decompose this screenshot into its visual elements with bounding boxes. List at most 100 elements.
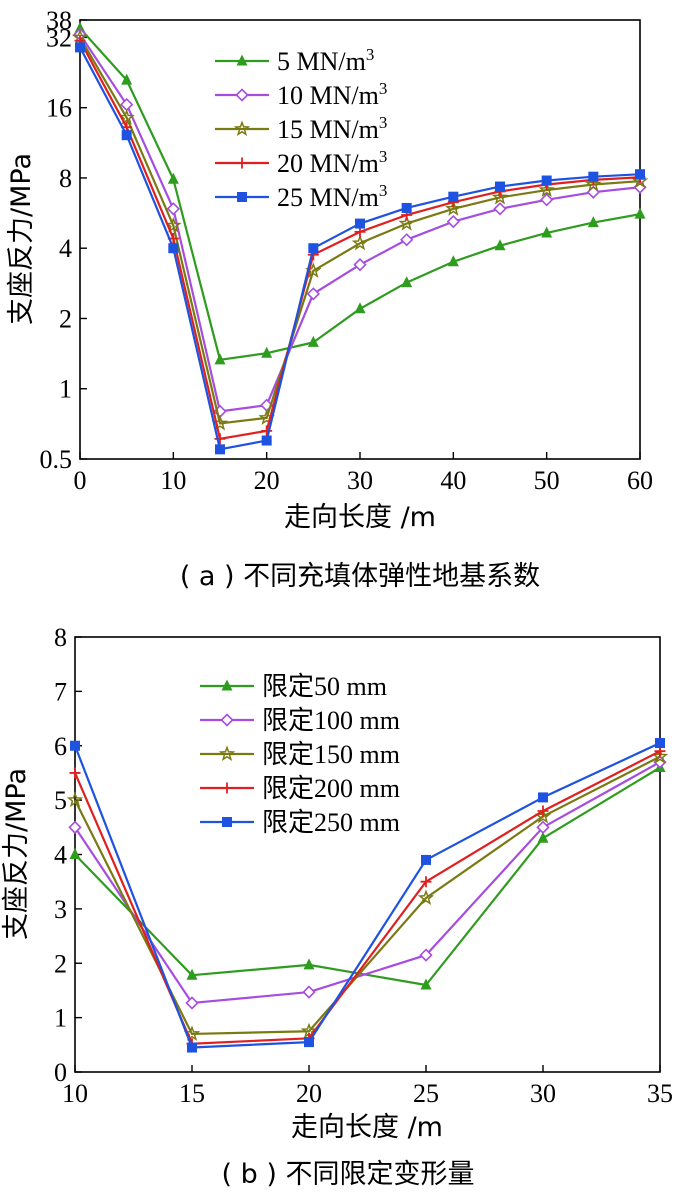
data-point xyxy=(538,181,555,198)
legend-label: 限定150 mm xyxy=(262,740,400,769)
y-tick-label: 1 xyxy=(59,375,72,404)
data-point xyxy=(306,287,320,301)
x-tick-label: 60 xyxy=(627,466,653,495)
data-point xyxy=(165,216,182,233)
x-axis-title-a: 走向长度 /m xyxy=(284,502,436,533)
x-tick-label: 35 xyxy=(647,1079,673,1108)
data-point xyxy=(585,175,602,192)
data-point xyxy=(635,169,645,180)
data-point xyxy=(537,831,549,843)
plot-frame-b xyxy=(74,636,661,1073)
y-tick-label: 4 xyxy=(59,234,72,263)
legend-label: 5 MN/m3 xyxy=(277,45,374,76)
data-point xyxy=(401,202,412,213)
data-point xyxy=(353,258,367,272)
data-point xyxy=(494,239,506,251)
data-point xyxy=(187,1042,197,1053)
legend-marker xyxy=(236,157,248,169)
data-point xyxy=(400,233,414,247)
y-tick-label: 3 xyxy=(54,895,67,924)
legend-marker xyxy=(221,782,233,794)
data-point xyxy=(420,978,432,990)
series-line xyxy=(74,761,661,1005)
data-point xyxy=(587,216,599,228)
y-tick-label: 8 xyxy=(59,164,72,193)
y-tick-label: 0 xyxy=(54,1058,67,1087)
data-point xyxy=(536,820,550,834)
data-point xyxy=(421,854,431,865)
data-point xyxy=(446,214,460,229)
data-point xyxy=(261,346,273,358)
data-point xyxy=(491,188,509,205)
data-point xyxy=(166,202,180,216)
data-point xyxy=(121,73,133,85)
data-point xyxy=(417,889,435,905)
data-point xyxy=(420,876,432,888)
legend-label: 限定200 mm xyxy=(262,774,400,803)
data-point xyxy=(214,353,226,365)
data-point xyxy=(445,200,462,216)
y-tick-label: 7 xyxy=(54,677,67,706)
x-tick-label: 20 xyxy=(254,466,280,495)
y-tick-label: 0.5 xyxy=(40,445,73,474)
data-point xyxy=(351,234,369,251)
x-tick-label: 20 xyxy=(296,1079,322,1108)
data-point xyxy=(308,243,319,254)
legend-label: 25 MN/m3 xyxy=(277,181,387,212)
y-tick-label: 1 xyxy=(54,1004,67,1033)
legend-b: 限定50 mm 限定100 mm 限定150 mm 限定200 mm 限定250 mm xyxy=(200,672,400,837)
legend-label: 15 MN/m3 xyxy=(277,113,387,144)
data-point xyxy=(214,433,226,445)
data-point xyxy=(537,805,549,817)
legend-marker xyxy=(221,679,233,691)
data-point xyxy=(588,171,599,182)
data-point xyxy=(66,791,84,808)
y-tick-label: 5 xyxy=(54,786,67,815)
data-point xyxy=(541,175,552,186)
y-tick-label: 4 xyxy=(54,841,67,870)
data-point xyxy=(304,1037,314,1048)
data-point xyxy=(448,191,459,202)
caption-a: ( a ) 不同充填体弹性地基系数 xyxy=(180,561,540,592)
legend-marker xyxy=(220,713,234,727)
data-point xyxy=(261,425,273,437)
data-point xyxy=(185,996,199,1010)
x-tick-label: 10 xyxy=(160,466,186,495)
x-tick-label: 10 xyxy=(62,1079,88,1108)
data-point xyxy=(354,302,366,314)
data-point xyxy=(167,172,179,184)
data-point xyxy=(541,226,553,238)
data-point xyxy=(186,968,198,980)
y-tick-label: 38 xyxy=(46,6,72,35)
series-layer-b xyxy=(66,738,669,1053)
chart-panel-b: 10 15 20 25 30 35 0 1 2 3 4 5 6 7 8 限定50 mm 限定100 mm 限定1… xyxy=(1,623,673,1190)
data-point xyxy=(69,767,81,779)
series-layer-a xyxy=(71,21,649,455)
data-point xyxy=(493,202,507,216)
data-point xyxy=(261,435,272,446)
data-point xyxy=(75,42,85,53)
legend-label: 限定250 mm xyxy=(262,808,400,837)
x-axis-title-b: 走向长度 /m xyxy=(291,1112,443,1143)
series-line xyxy=(79,36,641,425)
caption-b: ( b ) 不同限定变形量 xyxy=(222,1159,475,1190)
data-point xyxy=(538,792,548,803)
data-point xyxy=(121,130,132,141)
y-tick-label: 16 xyxy=(46,94,72,123)
legend-marker xyxy=(236,54,248,66)
data-point xyxy=(215,444,225,455)
legend-label: 限定50 mm xyxy=(262,672,387,701)
x-tick-label: 40 xyxy=(440,466,466,495)
data-point xyxy=(118,109,135,125)
data-point xyxy=(70,740,80,751)
series-line xyxy=(74,766,661,987)
legend-marker xyxy=(233,120,251,136)
data-point xyxy=(419,948,433,962)
data-point xyxy=(634,207,646,219)
data-point xyxy=(447,255,459,267)
legend-marker xyxy=(222,817,232,827)
y-tick-label: 2 xyxy=(54,949,67,978)
x-tick-label: 30 xyxy=(530,1079,556,1108)
